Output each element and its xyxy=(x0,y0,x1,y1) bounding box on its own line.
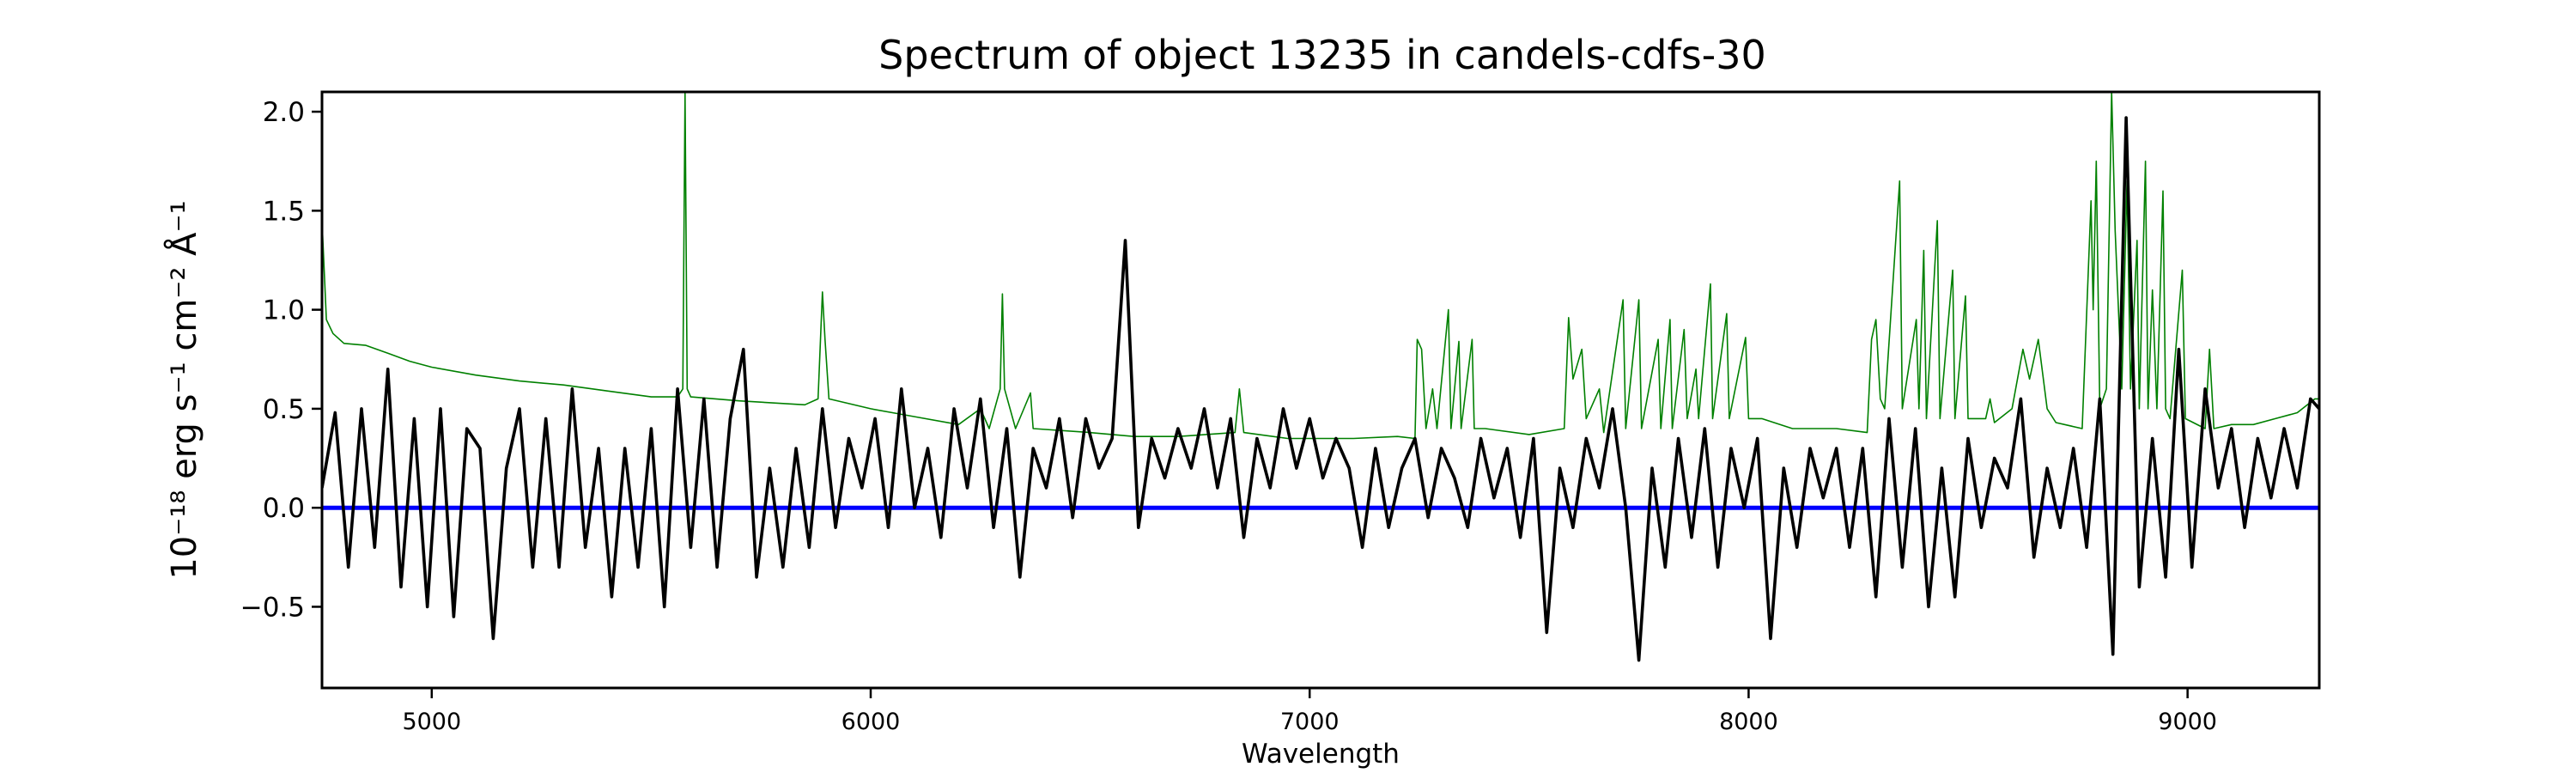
sky-spectrum-line xyxy=(322,92,2319,440)
plot-frame xyxy=(320,90,2321,690)
y-tick-label: 0.5 xyxy=(263,394,305,425)
x-axis-label: Wavelength xyxy=(1242,739,1400,770)
series-layer xyxy=(322,92,2319,662)
y-tick-label: 1.5 xyxy=(263,196,305,227)
y-tick-label: −0.5 xyxy=(240,592,305,623)
x-tick-label: 5000 xyxy=(402,709,461,735)
y-axis-label: 10⁻¹⁸ erg s⁻¹ cm⁻² Å⁻¹ xyxy=(163,200,204,579)
x-tick-label: 7000 xyxy=(1280,709,1340,735)
ticks-layer: 5000 6000 7000 8000 9000 −0.5 0.0 0.5 1.0 1.5 2.0 xyxy=(240,97,2217,735)
y-tick-label: 1.0 xyxy=(263,295,305,326)
y-tick-label: 2.0 xyxy=(263,97,305,128)
x-tick-label: 9000 xyxy=(2158,709,2217,735)
chart-title: Spectrum of object 13235 in candels-cdfs… xyxy=(878,32,1766,78)
flux-spectrum-line xyxy=(322,116,2319,662)
x-tick-label: 6000 xyxy=(841,709,901,735)
y-tick-label: 0.0 xyxy=(263,493,305,524)
x-tick-label: 8000 xyxy=(1719,709,1778,735)
